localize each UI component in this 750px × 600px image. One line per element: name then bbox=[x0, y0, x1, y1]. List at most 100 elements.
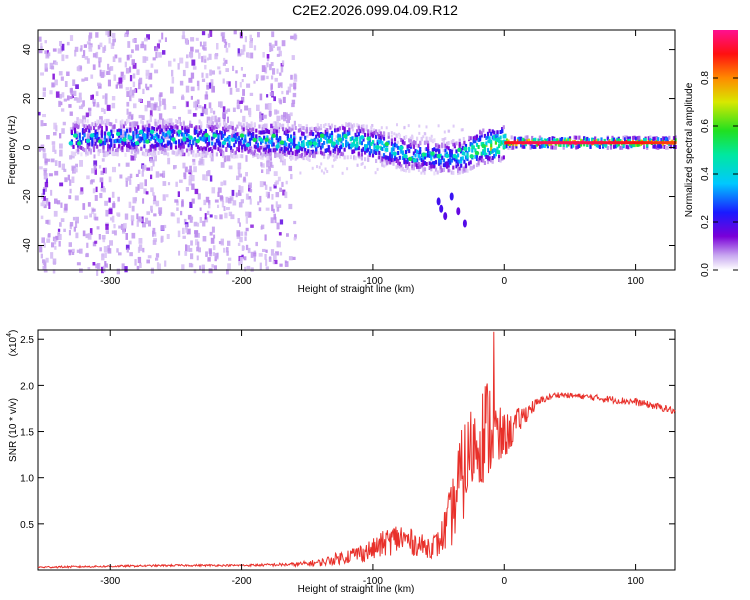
spectrogram-ridge-cell bbox=[364, 144, 367, 149]
spectrogram-ridge-cell bbox=[289, 127, 293, 132]
spectrogram-noise-cell bbox=[201, 72, 204, 78]
spectrogram-ridge-cell bbox=[250, 150, 253, 155]
spectrogram-noise-cell bbox=[113, 224, 116, 229]
spectrogram-ridge-cell bbox=[348, 127, 351, 132]
spectrogram-noise-cell bbox=[51, 242, 55, 248]
spectrogram-noise-cell bbox=[90, 179, 95, 183]
spectrogram-noise-cell bbox=[107, 63, 110, 70]
spectrogram-ridge-cell bbox=[431, 164, 434, 169]
spectrogram-noise-cell bbox=[130, 215, 135, 222]
spectrogram-ridge-cell bbox=[167, 125, 170, 129]
spectrogram-ridge-cell bbox=[242, 142, 245, 147]
spectrogram-ridge-cell bbox=[433, 164, 436, 169]
spectrogram-ridge-cell bbox=[434, 148, 438, 153]
spectrogram-ridge-cell bbox=[215, 130, 218, 135]
spectrogram-ridge-cell bbox=[319, 137, 323, 142]
spectrogram-noise-cell bbox=[86, 133, 90, 140]
spectrogram-ridge-cell bbox=[590, 137, 594, 142]
spectrogram-noise-cell bbox=[277, 82, 281, 88]
spectrogram-ridge-highlight bbox=[134, 141, 140, 146]
spectrogram-ridge-cell bbox=[253, 122, 256, 127]
spectrogram-noise-cell bbox=[179, 179, 183, 183]
spectrogram-ridge-cell bbox=[154, 143, 157, 148]
spectrogram-noise-cell bbox=[204, 64, 207, 70]
spectrogram-ridge-cell bbox=[480, 151, 483, 156]
spectrogram-ridge-cell bbox=[127, 118, 130, 123]
spectrogram-ridge-cell bbox=[414, 162, 417, 167]
spectrogram-ridge-cell bbox=[193, 130, 196, 135]
spectrogram-ridge-cell bbox=[78, 145, 81, 149]
spectrogram-ridge-cell bbox=[531, 139, 534, 144]
spectrogram-ridge-cell bbox=[479, 130, 482, 135]
spectrogram-ridge-cell bbox=[88, 141, 91, 146]
spectrogram-noise-cell bbox=[193, 166, 197, 173]
spectrogram-ridge-cell bbox=[313, 151, 316, 156]
spectrogram-noise-cell bbox=[265, 191, 268, 197]
spectrogram-noise-cell bbox=[43, 123, 47, 126]
spectrogram-ridge-cell bbox=[416, 149, 419, 154]
spectrogram-ridge-cell bbox=[152, 148, 155, 153]
spectrogram-noise-cell bbox=[138, 216, 141, 221]
spectrogram-noise-cell bbox=[101, 182, 104, 188]
spectrogram-noise-cell bbox=[231, 129, 236, 135]
spectrogram-ridge-cell bbox=[237, 145, 241, 149]
spectrogram-noise-cell bbox=[118, 225, 122, 229]
spectrogram-noise-cell bbox=[415, 144, 418, 148]
spectrogram-ridge-core bbox=[609, 141, 611, 145]
spectrogram-ridge-cell bbox=[452, 165, 455, 170]
spectrogram-ridge-highlight bbox=[221, 140, 227, 146]
spectrogram-ridge-cell bbox=[103, 131, 107, 136]
spectrogram-noise-cell bbox=[59, 93, 62, 99]
spectrogram-ridge-core bbox=[546, 141, 548, 145]
spectrogram-noise-cell bbox=[461, 144, 464, 148]
spectrogram-ridge-cell bbox=[392, 144, 395, 149]
spectrogram-noise-cell bbox=[125, 87, 130, 91]
spectrogram-ridge-cell bbox=[551, 136, 554, 141]
spectrogram-noise-cell bbox=[111, 102, 116, 109]
spectrogram-ridge-cell bbox=[447, 163, 450, 168]
spectrogram-ridge-cell bbox=[340, 139, 343, 144]
spectrogram-ridge-cell bbox=[214, 145, 217, 150]
spectrogram-noise-cell bbox=[323, 171, 326, 175]
spectrogram-ridge-cell bbox=[233, 143, 236, 148]
spectrogram-noise-cell bbox=[239, 100, 243, 104]
spectrogram-ridge-cell bbox=[286, 129, 289, 134]
spectrogram-ridge-cell bbox=[288, 143, 291, 148]
spectrogram-noise-cell bbox=[210, 108, 213, 114]
spectrogram-noise-cell bbox=[126, 108, 129, 115]
spectrogram-noise-cell bbox=[396, 123, 398, 127]
spectrogram-noise-cell bbox=[44, 158, 48, 164]
spectrogram-noise-cell bbox=[92, 102, 96, 107]
spectrogram-ridge-cell bbox=[163, 125, 166, 130]
spectrogram-ridge-cell bbox=[230, 125, 233, 130]
spectrogram-ridge-cell bbox=[107, 147, 110, 152]
spectrogram-heatmap bbox=[38, 30, 677, 276]
spectrogram-noise-cell bbox=[144, 105, 148, 112]
spectrogram-noise-cell bbox=[86, 58, 90, 64]
spectrogram-noise-cell bbox=[264, 142, 268, 149]
spectrogram-noise-cell bbox=[94, 240, 98, 244]
spectrogram-noise-cell bbox=[40, 72, 44, 76]
spectrogram-noise-cell bbox=[222, 62, 226, 66]
spectrogram-ridge-cell bbox=[255, 134, 258, 139]
spectrogram-noise-cell bbox=[147, 255, 152, 259]
spectrogram-ridge-cell bbox=[364, 157, 367, 162]
spectrogram-ridge-cell bbox=[345, 122, 348, 127]
spectrogram-ridge-cell bbox=[211, 125, 214, 129]
spectrogram-noise-cell bbox=[206, 116, 211, 124]
spectrogram-noise-cell bbox=[185, 61, 189, 69]
spectrogram-ridge-core bbox=[608, 141, 610, 145]
spectrogram-noise-cell bbox=[129, 66, 132, 73]
spectrogram-ridge-cell bbox=[155, 132, 159, 137]
spectrogram-noise-cell bbox=[294, 136, 297, 140]
spectrogram-ridge-cell bbox=[387, 140, 390, 145]
spectrogram-noise-cell bbox=[275, 110, 280, 114]
spectrogram-noise-cell bbox=[68, 250, 72, 256]
spectrogram-noise-cell bbox=[42, 114, 46, 118]
spectrogram-noise-cell bbox=[293, 33, 297, 41]
spectrogram-ridge-cell bbox=[102, 140, 105, 145]
spectrogram-noise-cell bbox=[261, 224, 265, 230]
spectrogram-ridge-cell bbox=[414, 148, 417, 153]
spectrogram-ridge-cell bbox=[121, 145, 124, 150]
spectrogram-ridge-cell bbox=[603, 138, 606, 143]
